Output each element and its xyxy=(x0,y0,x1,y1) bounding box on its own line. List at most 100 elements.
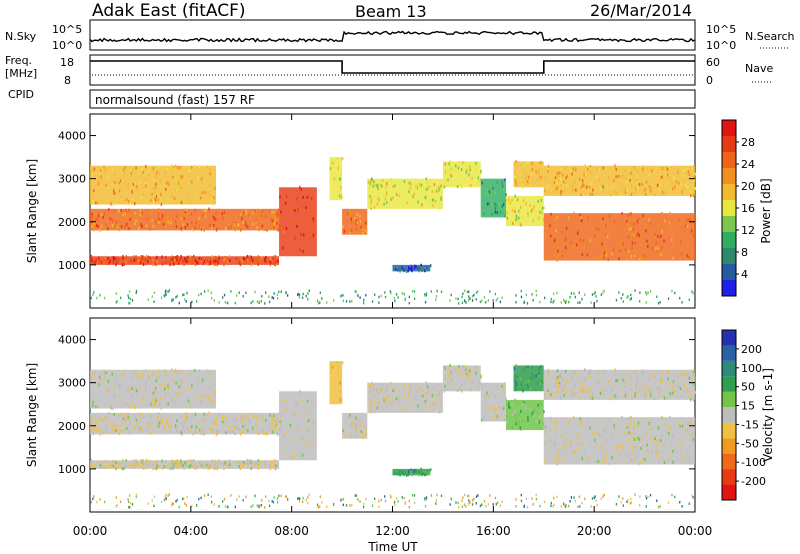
power-cell xyxy=(155,257,157,261)
velocity-cell xyxy=(649,494,652,497)
velocity-cell xyxy=(299,452,301,456)
velocity-cell xyxy=(255,415,258,419)
power-cell xyxy=(187,255,189,259)
velocity-cell xyxy=(114,429,117,433)
velocity-cell xyxy=(519,426,521,430)
velocity-cell xyxy=(659,388,662,392)
power-cell xyxy=(165,187,167,191)
y-tick-label: 1000 xyxy=(58,463,86,476)
power-cell xyxy=(188,168,191,172)
velocity-cell xyxy=(521,388,523,392)
power-cell xyxy=(151,192,153,196)
power-cell xyxy=(532,205,535,209)
velocity-cell xyxy=(156,459,158,463)
velocity-cell xyxy=(112,406,114,410)
velocity-cell xyxy=(373,384,375,388)
power-cell xyxy=(679,220,681,224)
velocity-cell xyxy=(122,458,124,462)
power-cell xyxy=(329,166,332,170)
power-cell xyxy=(312,233,315,237)
power-cell xyxy=(90,258,93,262)
power-cell xyxy=(182,222,184,226)
velocity-cell xyxy=(273,496,275,499)
power-cell xyxy=(592,188,594,192)
velocity-cell xyxy=(613,427,615,431)
velocity-cell xyxy=(128,417,131,421)
velocity-cell xyxy=(266,432,268,436)
velocity-cell xyxy=(401,496,403,499)
velocity-cell xyxy=(637,421,640,425)
power-cell xyxy=(395,293,398,296)
power-cell xyxy=(641,256,643,260)
power-cell xyxy=(155,195,158,199)
velocity-cell xyxy=(181,465,184,469)
velocity-cell xyxy=(350,432,353,436)
power-cell xyxy=(159,198,161,202)
velocity-cell xyxy=(319,505,321,508)
power-cell xyxy=(412,195,414,199)
power-cell xyxy=(651,186,653,190)
power-cell xyxy=(595,236,597,240)
power-cell xyxy=(630,183,633,187)
power-cell xyxy=(230,290,232,293)
velocity-cell xyxy=(155,379,158,383)
power-cell xyxy=(270,260,272,264)
power-cell xyxy=(613,223,615,227)
power-cell xyxy=(165,170,167,174)
power-band xyxy=(90,165,217,205)
velocity-cell xyxy=(636,374,639,378)
power-cell xyxy=(582,183,584,187)
power-cell xyxy=(207,190,209,194)
velocity-cell xyxy=(218,505,220,508)
velocity-cell xyxy=(404,501,407,504)
velocity-cell xyxy=(184,418,186,422)
velocity-cell xyxy=(285,430,288,434)
power-cell xyxy=(119,258,121,262)
power-cell xyxy=(556,291,558,295)
power-cell xyxy=(576,243,578,247)
velocity-cell xyxy=(164,428,167,432)
colorbar-tick-label: 8 xyxy=(741,246,748,259)
power-cell xyxy=(565,246,567,250)
power-cell xyxy=(224,219,227,223)
power-cell xyxy=(663,256,666,260)
power-cell xyxy=(455,297,457,300)
velocity-cell xyxy=(385,398,388,402)
velocity-cell xyxy=(144,384,147,388)
velocity-cell xyxy=(584,376,587,380)
velocity-cell xyxy=(639,462,641,466)
velocity-cell xyxy=(558,379,560,383)
power-cell xyxy=(494,202,496,206)
velocity-cell xyxy=(227,464,229,468)
velocity-cell xyxy=(641,386,643,390)
velocity-cell xyxy=(456,388,459,392)
velocity-cell xyxy=(128,431,130,435)
power-cell xyxy=(467,298,470,302)
power-cell xyxy=(294,236,296,240)
power-cell xyxy=(120,225,123,229)
power-cell xyxy=(660,253,662,257)
power-cell xyxy=(636,170,639,174)
power-cell xyxy=(284,201,287,205)
velocity-cell xyxy=(127,389,129,393)
velocity-cell xyxy=(297,496,300,500)
velocity-cell xyxy=(572,371,575,375)
power-cell xyxy=(589,239,591,243)
velocity-cell xyxy=(204,395,206,399)
power-cell xyxy=(362,231,364,235)
power-cell xyxy=(93,224,95,228)
power-cell xyxy=(125,214,127,218)
power-cell xyxy=(563,241,565,245)
velocity-cell xyxy=(538,374,540,378)
velocity-cell xyxy=(269,413,271,417)
velocity-cell xyxy=(569,445,572,449)
power-cell xyxy=(213,263,216,267)
power-cell xyxy=(398,266,401,270)
velocity-cell xyxy=(595,430,598,434)
velocity-cell xyxy=(638,504,641,507)
power-cell xyxy=(129,218,131,222)
power-cell xyxy=(403,269,405,273)
power-cell xyxy=(579,213,581,217)
velocity-cell xyxy=(359,419,361,423)
velocity-cell xyxy=(581,389,583,393)
